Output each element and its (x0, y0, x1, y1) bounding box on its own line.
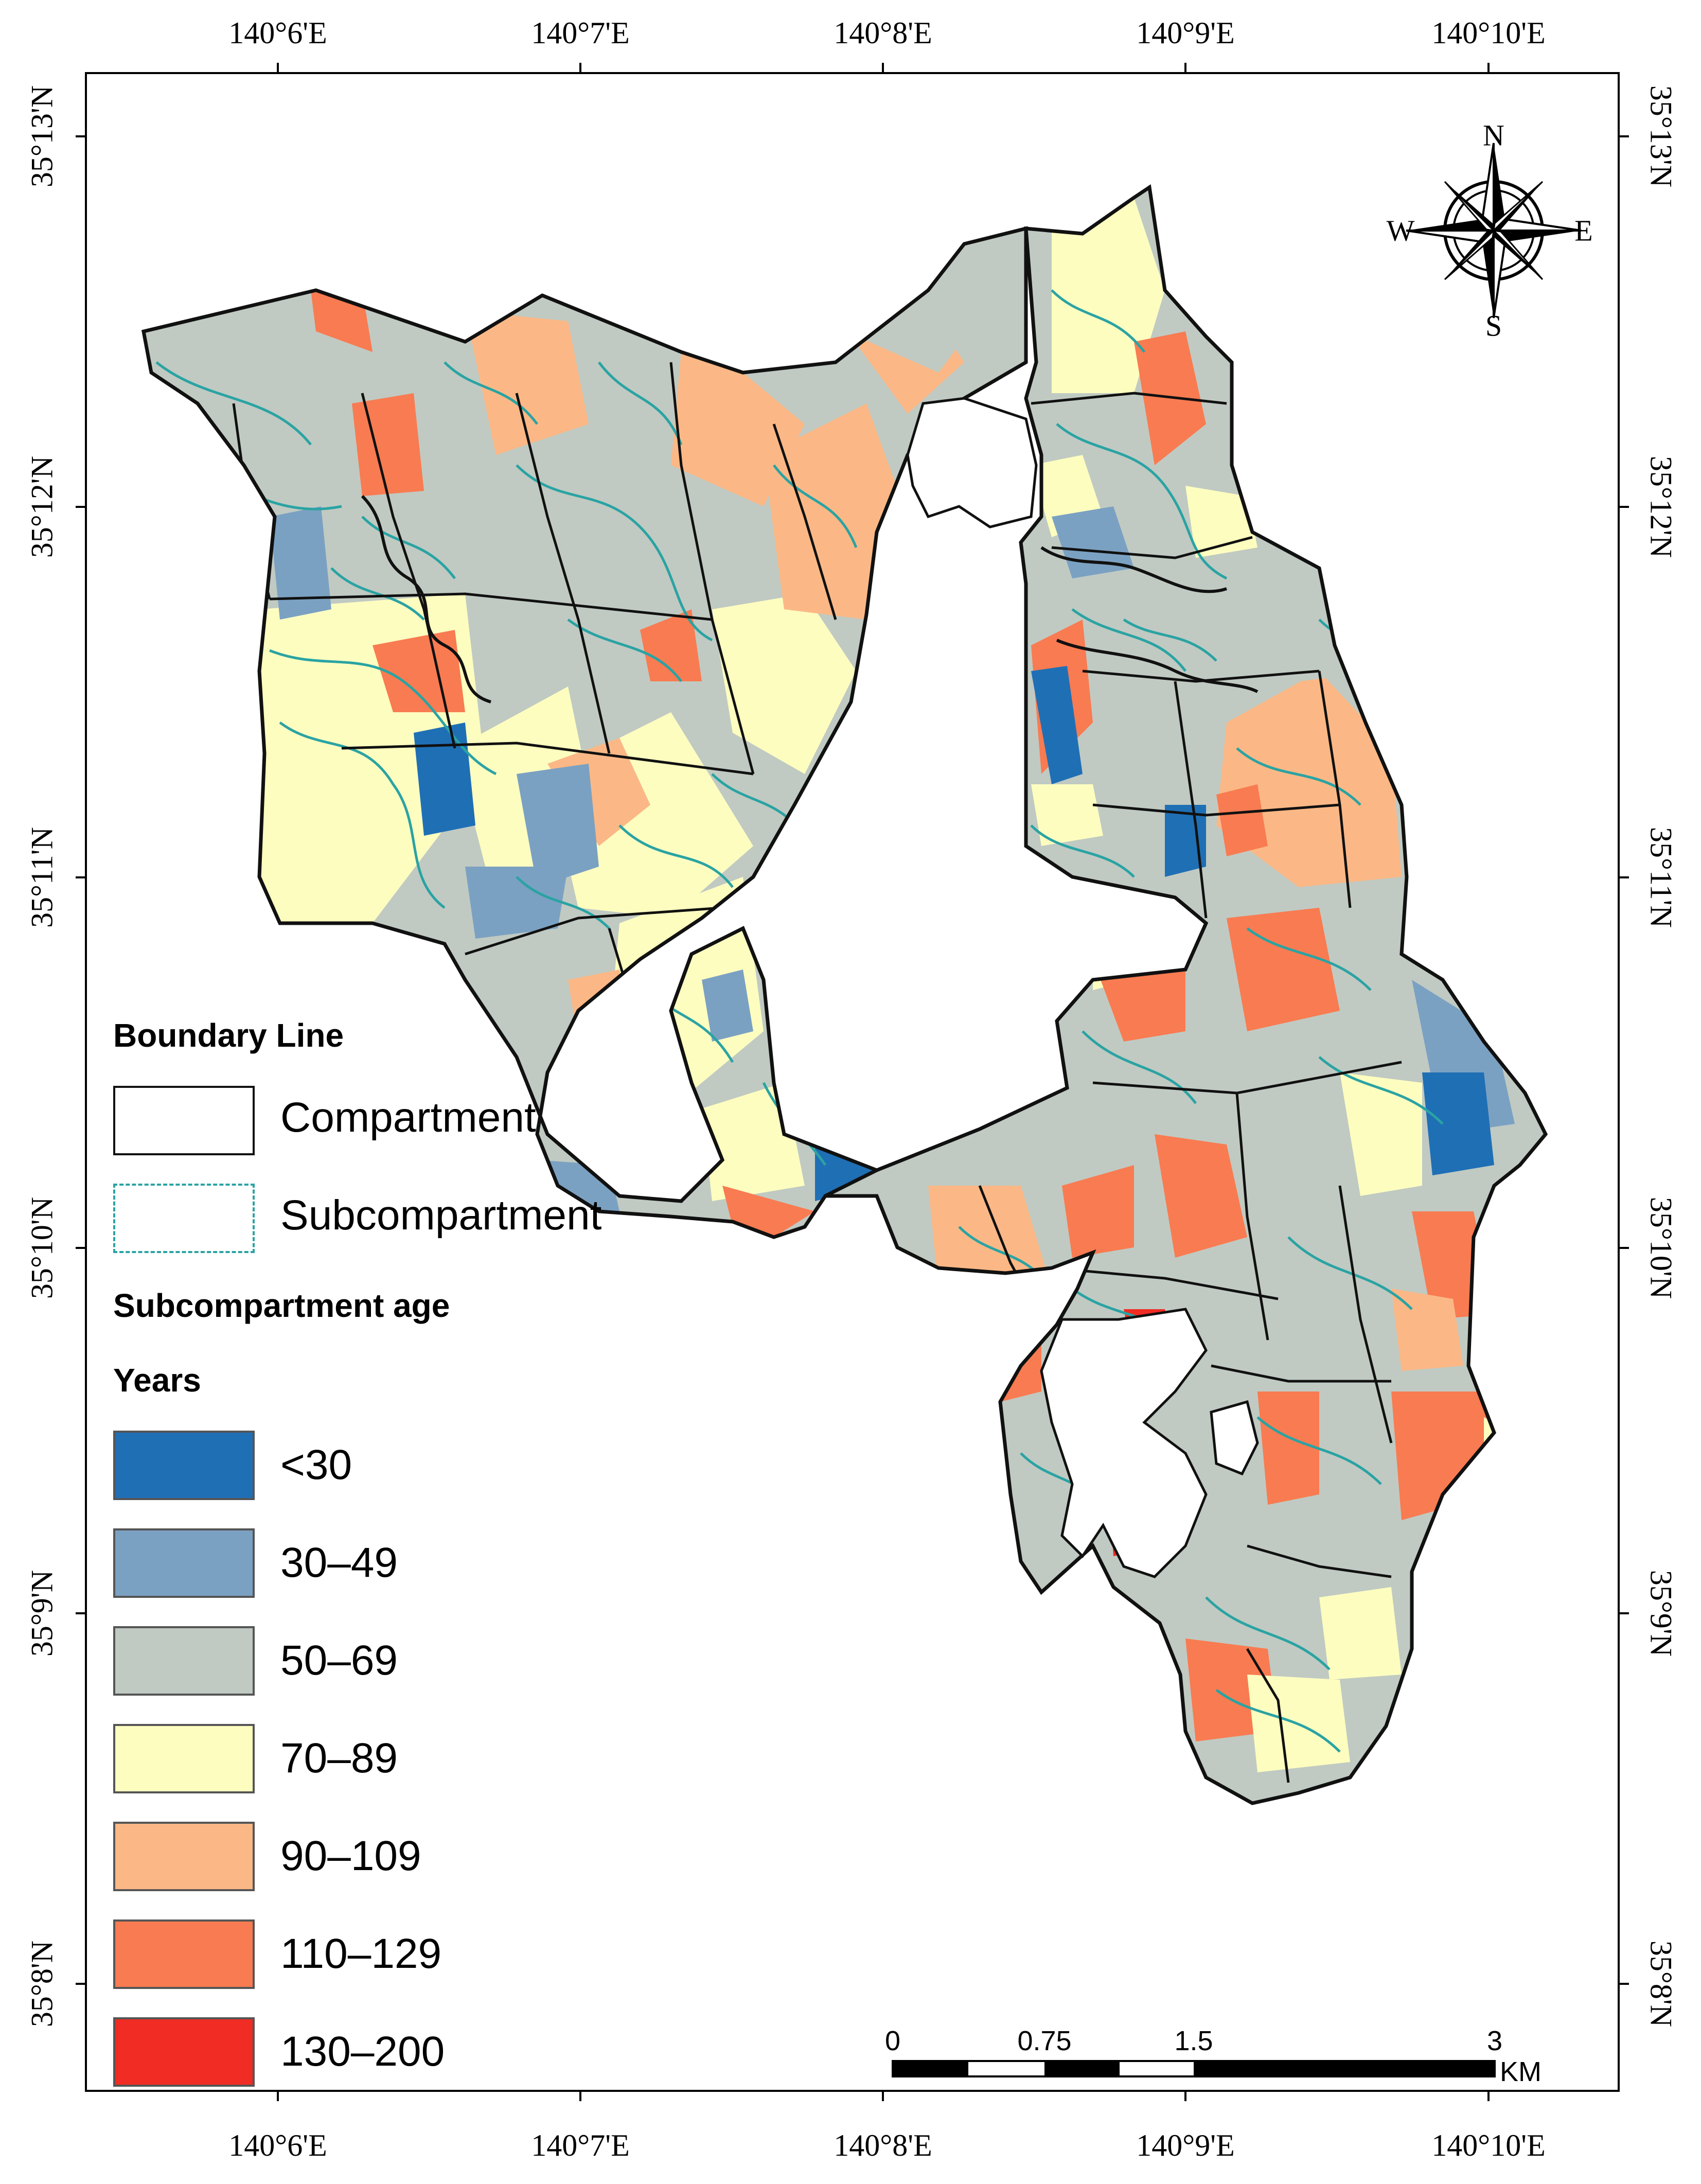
lon-label: 140°10'E (1431, 16, 1546, 50)
eastern-subcompartment-lines (958, 289, 1444, 1753)
lon-label: 140°6'E (228, 16, 327, 50)
subcompartment-age-title: Subcompartment age (113, 1287, 450, 1324)
age-swatch-130-200 (113, 2017, 255, 2087)
scale-unit: KM (1500, 2056, 1541, 2087)
compass-w: W (1386, 214, 1415, 248)
lon-label: 140°7'E (531, 16, 630, 50)
scale-tick-label: 1.5 (1174, 2026, 1213, 2056)
boundary-line-title: Boundary Line (113, 1017, 344, 1054)
age-swatch-90-109 (113, 1822, 255, 1891)
river-channel (361, 495, 491, 703)
lon-label: 140°8'E (834, 2128, 932, 2162)
subcompartment-label: Subcompartment (280, 1192, 602, 1239)
eastern-lobe-outline (824, 184, 1548, 1805)
age-swatch-70-89 (113, 1724, 255, 1793)
river-channel-east (1040, 546, 1227, 593)
lon-label: 140°6'E (228, 2128, 327, 2162)
age-label: 130–200 (280, 2028, 445, 2075)
lon-label: 140°7'E (531, 2128, 630, 2162)
age-label: 30–49 (280, 1539, 398, 1586)
forest-map (141, 184, 1548, 1805)
age-label: 90–109 (280, 1833, 421, 1879)
age-label: 70–89 (280, 1735, 398, 1782)
inner-water-southeast (1210, 1400, 1259, 1476)
age-label: 110–129 (280, 1930, 442, 1977)
inner-water-north (906, 397, 1038, 529)
age-label: <30 (280, 1441, 352, 1488)
age-swatch-50-69 (113, 1626, 255, 1696)
compartment-swatch (113, 1086, 255, 1155)
scale-tick-label: 3 (1486, 2026, 1503, 2056)
lon-label: 140°9'E (1136, 16, 1235, 50)
lon-label: 140°9'E (1136, 2128, 1235, 2162)
inner-water-south (1040, 1308, 1208, 1578)
compass-n: N (1483, 118, 1504, 152)
map-frame (85, 72, 1620, 2092)
age-swatch-30-49 (113, 1528, 255, 1598)
scale-tick-label: 0 (884, 2026, 901, 2056)
age-swatch-lt30 (113, 1431, 255, 1500)
scale-tick-label: 0.75 (1017, 2026, 1072, 2056)
lon-label: 140°8'E (834, 16, 932, 50)
compass-e: E (1574, 214, 1593, 248)
age-label: 50–69 (280, 1637, 398, 1684)
western-compartments (144, 228, 1026, 1237)
river-channel-east-2 (1056, 639, 1259, 693)
compartment-label: Compartment (280, 1094, 536, 1141)
compass-s: S (1485, 309, 1502, 343)
years-title: Years (113, 1362, 201, 1399)
subcompartment-swatch (113, 1184, 255, 1253)
lon-label: 140°10'E (1431, 2128, 1546, 2162)
age-swatch-110-129 (113, 1919, 255, 1989)
